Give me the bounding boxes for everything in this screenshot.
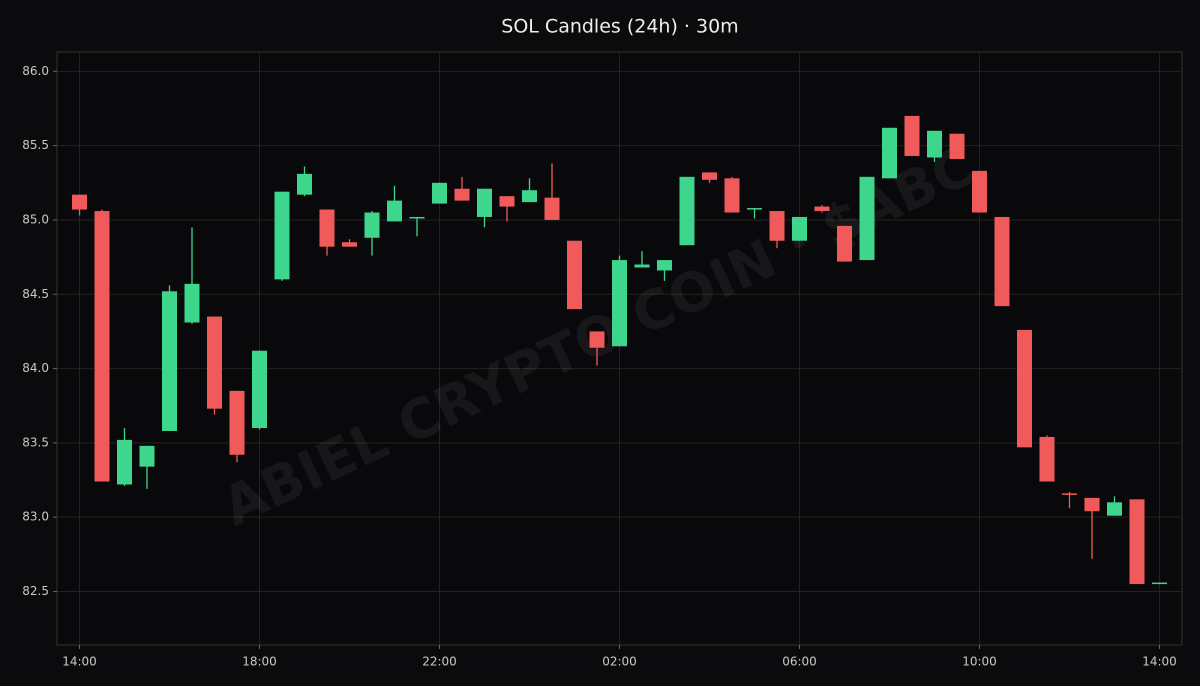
- x-tick-label: 14:00: [62, 655, 97, 669]
- x-tick-label: 02:00: [602, 655, 637, 669]
- candle-body: [342, 242, 357, 247]
- y-tick-label: 85.5: [22, 138, 49, 152]
- candle-body: [567, 240, 582, 310]
- candle-body: [229, 390, 245, 455]
- candle-body: [184, 283, 200, 323]
- y-tick-label: 82.5: [22, 584, 49, 598]
- candle-body: [882, 127, 897, 179]
- candle-body: [499, 196, 515, 207]
- candle-body: [364, 212, 380, 238]
- candle-body: [702, 172, 717, 180]
- candle-body: [679, 176, 695, 246]
- x-tick-label: 18:00: [242, 655, 277, 669]
- candle-body: [814, 206, 830, 212]
- candle-body: [162, 291, 177, 431]
- y-tick-label: 86.0: [22, 64, 49, 78]
- candle-body: [859, 176, 875, 261]
- x-tick-label: 06:00: [782, 655, 817, 669]
- candle-body: [72, 194, 87, 210]
- candle-body: [747, 208, 762, 210]
- candle-body: [274, 191, 290, 280]
- y-tick-label: 84.5: [22, 287, 49, 301]
- candles: [72, 115, 1167, 585]
- candle-body: [634, 264, 650, 268]
- chart-title: SOL Candles (24h) · 30m: [501, 16, 738, 38]
- candle-body: [1062, 493, 1077, 495]
- candle-body: [972, 170, 987, 213]
- candle-body: [1129, 499, 1145, 585]
- x-tick-label: 14:00: [1142, 655, 1177, 669]
- candle-body: [544, 197, 560, 220]
- candle-body: [297, 173, 312, 195]
- candle-body: [387, 200, 402, 222]
- candle-body: [949, 133, 965, 160]
- candle-body: [432, 182, 447, 204]
- candle-body: [94, 211, 110, 482]
- candle-body: [589, 331, 605, 348]
- y-tick-label: 83.0: [22, 510, 49, 524]
- candle-body: [1084, 497, 1100, 512]
- candle-body: [1152, 582, 1167, 585]
- candle-body: [904, 115, 920, 157]
- candle-body: [994, 216, 1010, 307]
- y-tick-label: 83.5: [22, 435, 49, 449]
- candle-body: [117, 439, 132, 485]
- x-tick-label: 22:00: [422, 655, 457, 669]
- candle-body: [1107, 502, 1122, 516]
- candle-body: [207, 316, 222, 409]
- y-tick-label: 84.0: [22, 361, 49, 375]
- candle-body: [319, 209, 335, 247]
- y-tick-label: 85.0: [22, 212, 49, 226]
- candle-body: [792, 216, 807, 241]
- candle-body: [927, 130, 942, 158]
- candle-body: [409, 216, 425, 219]
- candle-body: [477, 188, 492, 217]
- candle-body: [522, 190, 537, 203]
- candle-body: [724, 178, 740, 213]
- candle-body: [1017, 329, 1032, 448]
- candle-body: [769, 211, 785, 241]
- candle-body: [1039, 436, 1055, 482]
- candle-body: [139, 445, 155, 467]
- candle-body: [837, 225, 852, 262]
- candle-body: [612, 260, 627, 347]
- candle-body: [454, 188, 470, 201]
- candle-body: [252, 350, 267, 429]
- x-tick-label: 10:00: [962, 655, 997, 669]
- candle-body: [657, 260, 672, 271]
